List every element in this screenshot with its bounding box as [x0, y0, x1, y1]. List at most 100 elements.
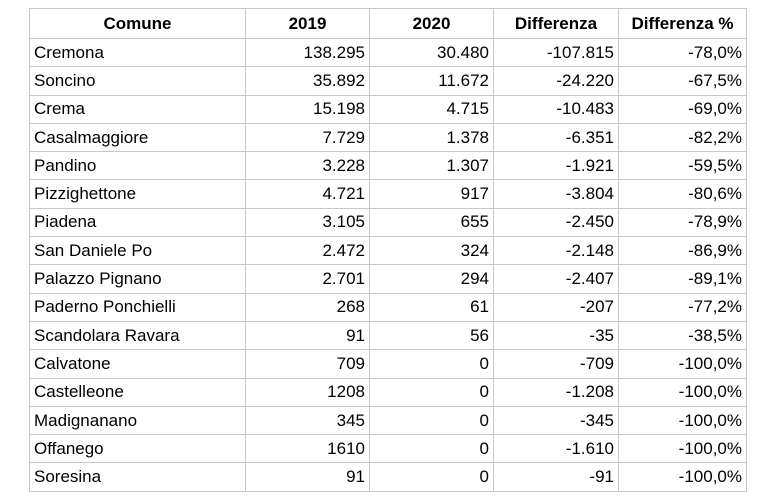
- cell-2020: 61: [369, 292, 494, 322]
- header-2020: 2020: [369, 8, 494, 39]
- table-row: Pandino 3.228 1.307 -1.921 -59,5%: [29, 151, 747, 181]
- cell-differenza: -24.220: [493, 66, 619, 96]
- cell-2020: 30.480: [369, 37, 494, 68]
- cell-differenza-percent: -38,5%: [618, 320, 747, 351]
- header-comune: Comune: [29, 8, 246, 39]
- data-table: Comune 2019 2020 Differenza Differenza %…: [29, 8, 747, 492]
- cell-differenza-percent: -89,1%: [618, 264, 747, 294]
- cell-comune: Scandolara Ravara: [29, 320, 246, 351]
- cell-differenza: -10.483: [493, 94, 619, 124]
- cell-2019: 1208: [245, 377, 370, 407]
- cell-comune: San Daniele Po: [29, 236, 246, 266]
- cell-differenza: -709: [493, 349, 619, 379]
- cell-differenza: -345: [493, 405, 619, 436]
- cell-2020: 0: [369, 462, 494, 492]
- cell-differenza-percent: -100,0%: [618, 405, 747, 436]
- cell-2020: 4.715: [369, 94, 494, 124]
- cell-comune: Pandino: [29, 151, 246, 181]
- cell-differenza: -207: [493, 292, 619, 322]
- cell-differenza: -6.351: [493, 122, 619, 153]
- cell-2019: 91: [245, 320, 370, 351]
- table-row: Palazzo Pignano 2.701 294 -2.407 -89,1%: [29, 264, 747, 294]
- cell-differenza: -1.208: [493, 377, 619, 407]
- table-row: Crema 15.198 4.715 -10.483 -69,0%: [29, 94, 747, 124]
- cell-differenza: -2.450: [493, 207, 619, 238]
- cell-comune: Madignanano: [29, 405, 246, 436]
- cell-comune: Calvatone: [29, 349, 246, 379]
- table-row: Soncino 35.892 11.672 -24.220 -67,5%: [29, 66, 747, 96]
- cell-2019: 7.729: [245, 122, 370, 153]
- table-row: Casalmaggiore 7.729 1.378 -6.351 -82,2%: [29, 122, 747, 153]
- cell-comune: Piadena: [29, 207, 246, 238]
- cell-comune: Soncino: [29, 66, 246, 96]
- cell-2019: 3.105: [245, 207, 370, 238]
- cell-differenza-percent: -78,0%: [618, 37, 747, 68]
- cell-2019: 2.701: [245, 264, 370, 294]
- cell-differenza-percent: -100,0%: [618, 377, 747, 407]
- cell-2020: 655: [369, 207, 494, 238]
- cell-differenza-percent: -86,9%: [618, 236, 747, 266]
- cell-comune: Pizzighettone: [29, 179, 246, 209]
- cell-2019: 1610: [245, 434, 370, 464]
- cell-differenza-percent: -82,2%: [618, 122, 747, 153]
- cell-2019: 4.721: [245, 179, 370, 209]
- cell-differenza: -91: [493, 462, 619, 492]
- cell-2019: 268: [245, 292, 370, 322]
- cell-differenza: -35: [493, 320, 619, 351]
- cell-2020: 11.672: [369, 66, 494, 96]
- table-row: Pizzighettone 4.721 917 -3.804 -80,6%: [29, 179, 747, 209]
- table-row: Cremona 138.295 30.480 -107.815 -78,0%: [29, 37, 747, 68]
- cell-2020: 1.378: [369, 122, 494, 153]
- cell-differenza-percent: -67,5%: [618, 66, 747, 96]
- table-row: Castelleone 1208 0 -1.208 -100,0%: [29, 377, 747, 407]
- cell-2020: 56: [369, 320, 494, 351]
- header-2019: 2019: [245, 8, 370, 39]
- cell-differenza: -2.148: [493, 236, 619, 266]
- cell-comune: Offanego: [29, 434, 246, 464]
- table-row: Paderno Ponchielli 268 61 -207 -77,2%: [29, 292, 747, 322]
- cell-differenza: -3.804: [493, 179, 619, 209]
- table-row: Piadena 3.105 655 -2.450 -78,9%: [29, 207, 747, 238]
- cell-2019: 709: [245, 349, 370, 379]
- header-row: Comune 2019 2020 Differenza Differenza %: [29, 8, 747, 39]
- cell-2020: 0: [369, 405, 494, 436]
- cell-2020: 0: [369, 349, 494, 379]
- cell-comune: Palazzo Pignano: [29, 264, 246, 294]
- table-body: Cremona 138.295 30.480 -107.815 -78,0% Soncin…: [29, 37, 747, 492]
- cell-2020: 1.307: [369, 151, 494, 181]
- cell-2020: 324: [369, 236, 494, 266]
- cell-differenza-percent: -100,0%: [618, 434, 747, 464]
- cell-2019: 2.472: [245, 236, 370, 266]
- cell-differenza: -107.815: [493, 37, 619, 68]
- table-row: Soresina 91 0 -91 -100,0%: [29, 462, 747, 492]
- cell-2019: 138.295: [245, 37, 370, 68]
- cell-2020: 0: [369, 377, 494, 407]
- table-row: San Daniele Po 2.472 324 -2.148 -86,9%: [29, 236, 747, 266]
- cell-2019: 91: [245, 462, 370, 492]
- cell-differenza: -1.610: [493, 434, 619, 464]
- cell-comune: Cremona: [29, 37, 246, 68]
- cell-comune: Paderno Ponchielli: [29, 292, 246, 322]
- cell-2019: 15.198: [245, 94, 370, 124]
- cell-differenza: -1.921: [493, 151, 619, 181]
- table-row: Calvatone 709 0 -709 -100,0%: [29, 349, 747, 379]
- cell-differenza-percent: -78,9%: [618, 207, 747, 238]
- cell-comune: Soresina: [29, 462, 246, 492]
- cell-differenza-percent: -69,0%: [618, 94, 747, 124]
- cell-comune: Casalmaggiore: [29, 122, 246, 153]
- cell-2020: 0: [369, 434, 494, 464]
- cell-differenza-percent: -80,6%: [618, 179, 747, 209]
- header-differenza: Differenza: [493, 8, 619, 39]
- cell-differenza: -2.407: [493, 264, 619, 294]
- cell-differenza-percent: -59,5%: [618, 151, 747, 181]
- cell-2019: 3.228: [245, 151, 370, 181]
- header-differenza-percent: Differenza %: [618, 8, 747, 39]
- table-row: Scandolara Ravara 91 56 -35 -38,5%: [29, 320, 747, 351]
- cell-2019: 345: [245, 405, 370, 436]
- table-row: Offanego 1610 0 -1.610 -100,0%: [29, 434, 747, 464]
- cell-differenza-percent: -100,0%: [618, 349, 747, 379]
- cell-2020: 294: [369, 264, 494, 294]
- cell-comune: Crema: [29, 94, 246, 124]
- cell-differenza-percent: -77,2%: [618, 292, 747, 322]
- table-row: Madignanano 345 0 -345 -100,0%: [29, 405, 747, 436]
